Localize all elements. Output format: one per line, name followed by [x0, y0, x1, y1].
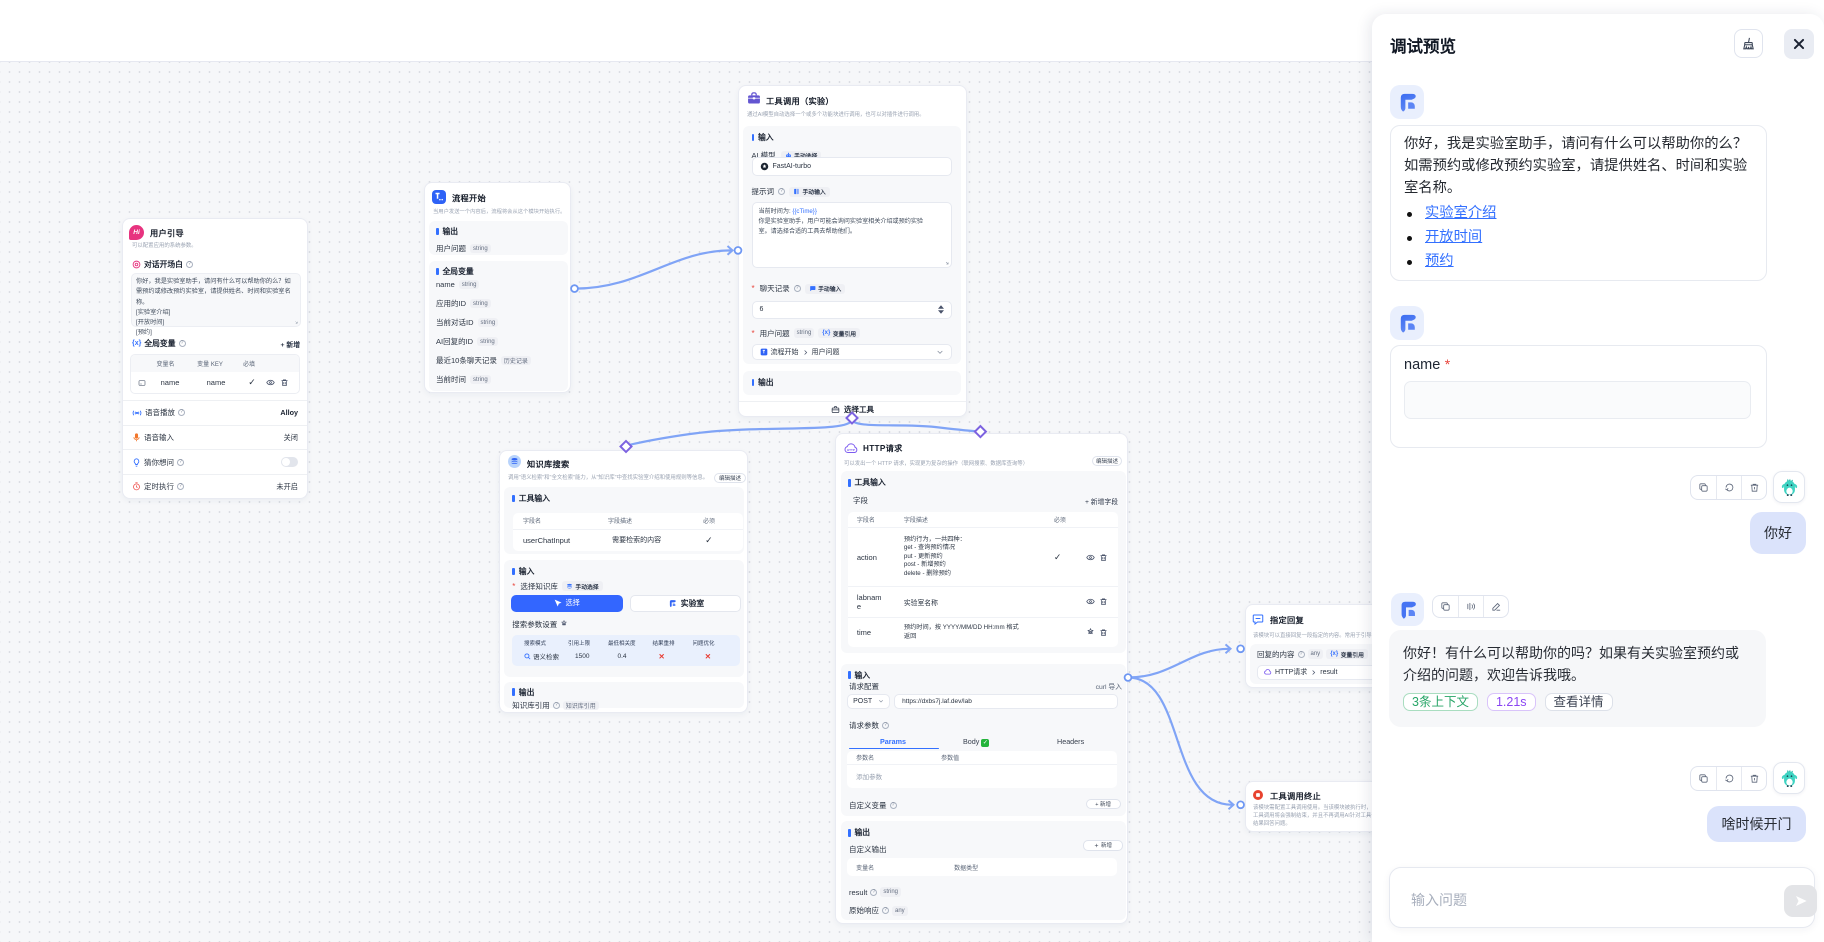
svg-text:HTTP: HTTP — [847, 447, 855, 451]
